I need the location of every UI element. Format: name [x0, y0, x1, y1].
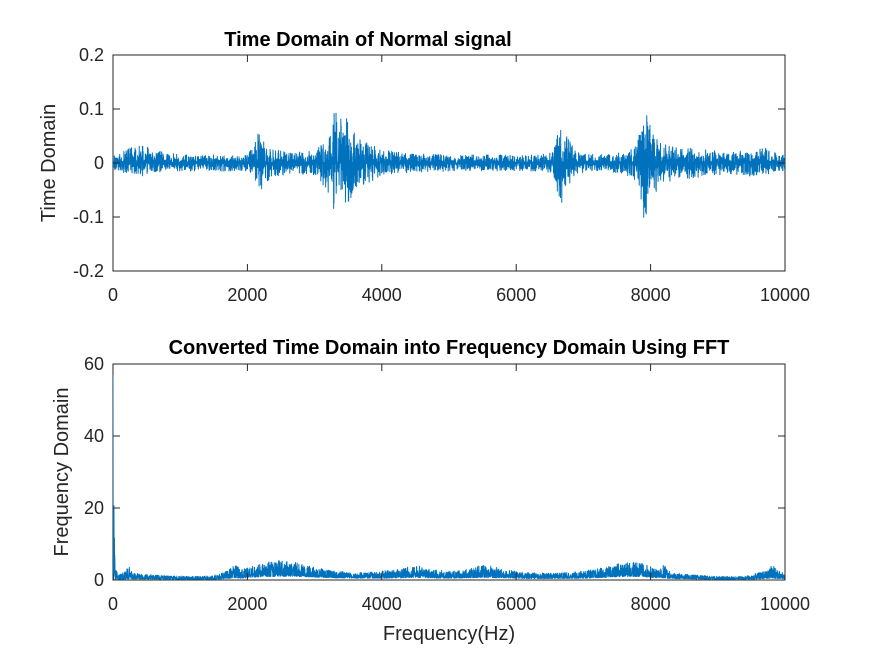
time-domain-plot-content: [113, 112, 785, 218]
frequency-domain-y-tick-label: 40: [84, 426, 104, 446]
time-domain-x-tick-label: 2000: [227, 285, 267, 305]
time-domain-y-tick-label: 0.1: [79, 99, 104, 119]
frequency-domain-plot-content: [113, 374, 785, 580]
frequency-domain-x-axis-label: Frequency(Hz): [383, 623, 515, 645]
frequency-domain-y-tick-label: 60: [84, 354, 104, 374]
frequency-domain-x-tick-label: 10000: [760, 594, 810, 614]
frequency-domain-y-axis-label: Frequency Domain: [51, 388, 73, 557]
time-domain-x-tick-label: 6000: [496, 285, 536, 305]
time-domain-x-tick-label: 8000: [631, 285, 671, 305]
time-domain-title: Time Domain of Normal signal: [224, 29, 511, 51]
frequency-domain-x-tick-label: 8000: [631, 594, 671, 614]
frequency-domain-x-tick-label: 2000: [227, 594, 267, 614]
frequency-domain-y-tick-label: 20: [84, 498, 104, 518]
time-domain-y-tick-label: 0.2: [79, 45, 104, 65]
frequency-domain-plot: 0 2000 4000 6000 8000 10000 0 20 40 60 Converted …: [51, 337, 810, 645]
time-domain-plot: 0 2000 4000 6000 8000 10000 -0.2 -0.1 0 0.1 0.2 Ti…: [38, 29, 810, 305]
time-domain-x-tick-label: 0: [108, 285, 118, 305]
frequency-domain-axes: [112, 363, 786, 581]
time-domain-y-tick-label: 0: [94, 153, 104, 173]
frequency-domain-x-tick-label: 6000: [496, 594, 536, 614]
frequency-domain-x-tick-label: 4000: [362, 594, 402, 614]
time-domain-y-axis-label: Time Domain: [38, 104, 60, 222]
time-domain-series-line: [113, 112, 785, 218]
time-domain-y-tick-label: -0.1: [73, 207, 104, 227]
time-domain-y-tick-label: -0.2: [73, 261, 104, 281]
frequency-domain-ticks: 0 2000 4000 6000 8000 10000 0 20 40 60: [84, 354, 810, 614]
frequency-domain-title: Converted Time Domain into Frequency Dom…: [169, 337, 730, 359]
time-domain-x-tick-label: 10000: [760, 285, 810, 305]
time-domain-x-tick-label: 4000: [362, 285, 402, 305]
frequency-domain-x-tick-label: 0: [108, 594, 118, 614]
time-domain-ticks: 0 2000 4000 6000 8000 10000 -0.2 -0.1 0 0.1 0.2: [73, 45, 810, 305]
frequency-domain-y-tick-label: 0: [94, 570, 104, 590]
frequency-domain-series-line: [113, 374, 785, 580]
